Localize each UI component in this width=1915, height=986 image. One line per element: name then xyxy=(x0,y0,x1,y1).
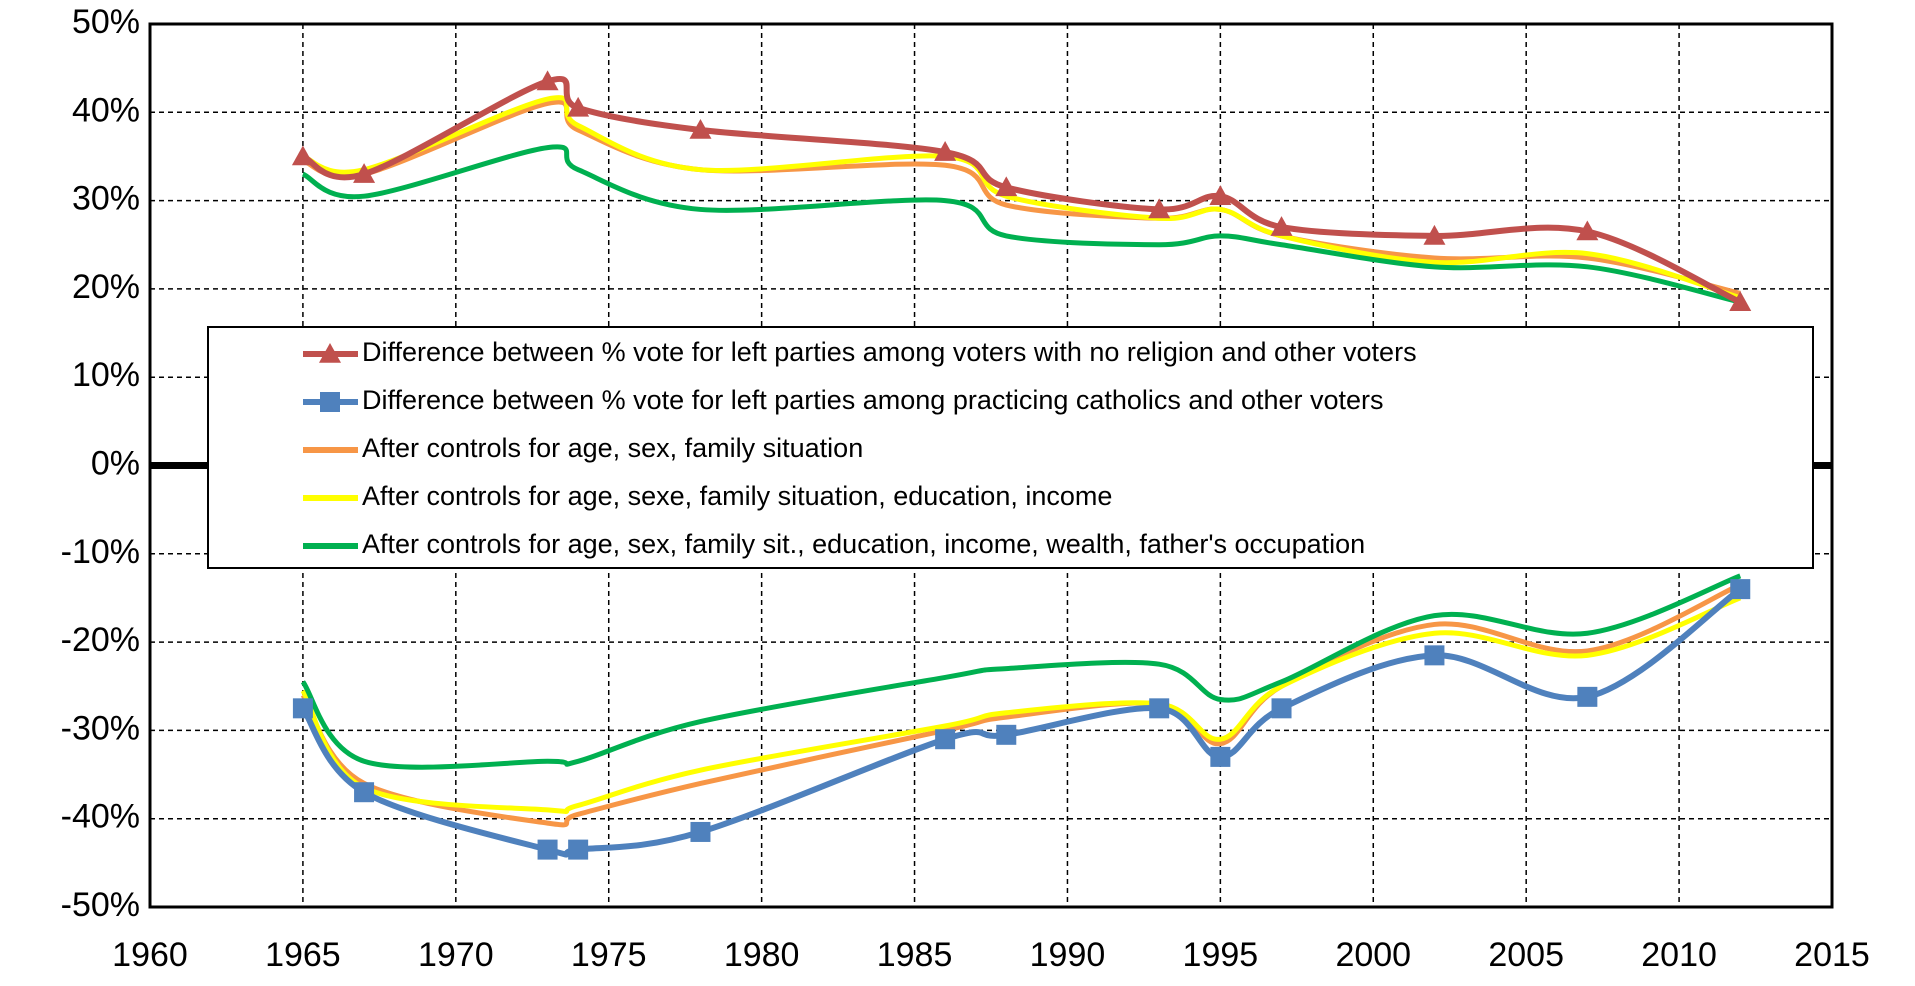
y-tick-label: 50% xyxy=(72,3,140,41)
x-tick-label: 1985 xyxy=(877,936,953,974)
marker xyxy=(689,118,712,139)
x-tick-label: 2010 xyxy=(1641,936,1717,974)
marker xyxy=(319,343,341,363)
marker xyxy=(1210,746,1231,767)
series-line xyxy=(302,95,1741,301)
x-tick-label: 1995 xyxy=(1183,936,1259,974)
marker xyxy=(568,839,589,860)
x-tick-label: 1990 xyxy=(1030,936,1106,974)
marker xyxy=(1271,698,1292,719)
legend: Difference between % vote for left parti… xyxy=(207,326,1814,569)
x-tick-label: 2015 xyxy=(1794,936,1870,974)
marker xyxy=(1729,291,1752,311)
y-tick-label: 20% xyxy=(72,268,140,306)
x-tick-label: 2005 xyxy=(1488,936,1564,974)
x-tick-label: 1980 xyxy=(724,936,800,974)
legend-label: Difference between % vote for left parti… xyxy=(362,337,1417,367)
marker xyxy=(690,821,711,842)
y-tick-label: -10% xyxy=(61,533,140,571)
marker xyxy=(934,141,957,161)
legend-label: Difference between % vote for left parti… xyxy=(362,385,1384,415)
series-line xyxy=(300,582,1742,828)
y-tick-label: -50% xyxy=(61,886,140,924)
y-tick-label: -30% xyxy=(61,709,140,747)
x-tick-label: 1965 xyxy=(265,936,341,974)
marker xyxy=(292,698,313,719)
marker xyxy=(1149,698,1170,719)
plot-frame xyxy=(148,22,1834,909)
y-tick-label: 30% xyxy=(72,180,140,218)
series-line xyxy=(300,573,1742,770)
x-tick-label: 2000 xyxy=(1335,936,1411,974)
x-tick-label: 1975 xyxy=(571,936,647,974)
marker xyxy=(537,839,558,860)
marker xyxy=(1577,686,1598,707)
marker xyxy=(1576,220,1599,241)
legend-label: After controls for age, sexe, family sit… xyxy=(362,481,1112,511)
y-tick-label: 10% xyxy=(72,356,140,394)
legend-label: After controls for age, sex, family sit.… xyxy=(362,529,1365,559)
y-tick-label: -40% xyxy=(61,798,140,836)
marker xyxy=(1148,198,1171,219)
marker xyxy=(536,70,559,91)
marker xyxy=(1270,216,1293,236)
series-line xyxy=(300,595,1742,814)
legend-label: After controls for age, sex, family situ… xyxy=(362,433,863,463)
marker xyxy=(320,392,340,412)
marker xyxy=(935,729,956,750)
series-line xyxy=(301,144,1741,305)
marker xyxy=(995,176,1018,197)
y-tick-label: 40% xyxy=(72,91,140,129)
marker xyxy=(353,163,376,183)
marker xyxy=(567,96,590,117)
marker xyxy=(1730,579,1751,600)
x-tick-label: 1970 xyxy=(418,936,494,974)
y-tick-label: 0% xyxy=(91,444,140,482)
legend-box xyxy=(207,326,1814,569)
marker xyxy=(1209,185,1232,205)
marker xyxy=(996,724,1017,745)
marker xyxy=(1423,224,1446,245)
series-line xyxy=(302,99,1741,296)
marker xyxy=(354,782,375,803)
x-tick-label: 1960 xyxy=(112,936,188,974)
y-tick-label: -20% xyxy=(61,621,140,659)
marker xyxy=(291,145,314,166)
marker xyxy=(1424,645,1445,666)
